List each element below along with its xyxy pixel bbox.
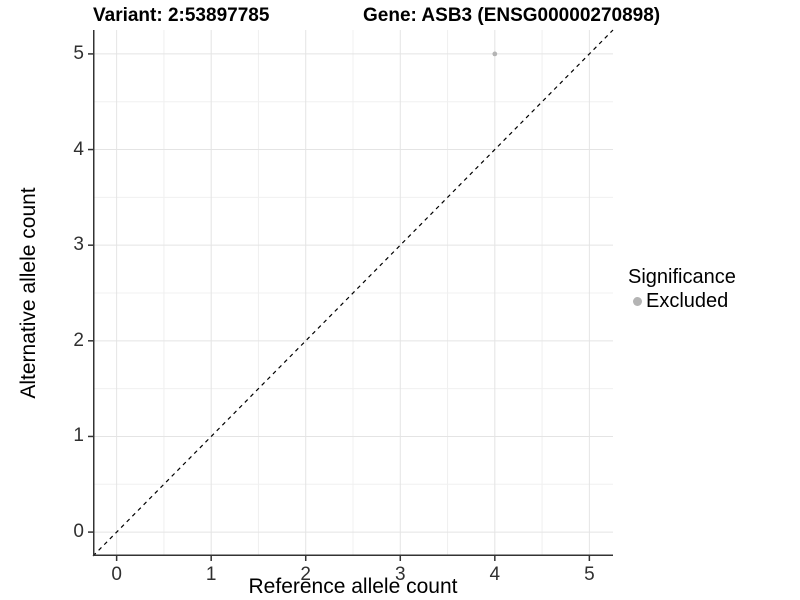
y-tick-label: 2 <box>73 329 84 351</box>
legend-title: Significance <box>628 266 736 288</box>
plot-panel <box>88 29 614 561</box>
legend-entry: Excluded <box>628 290 736 312</box>
x-tick-label: 1 <box>205 564 217 585</box>
y-axis-title: Alternative allele count <box>17 187 40 399</box>
legend: Significance Excluded <box>628 266 736 312</box>
y-tick-label: 4 <box>73 138 84 160</box>
identity-line <box>92 29 614 557</box>
y-tick-label: 3 <box>73 234 84 256</box>
x-tick-label: 0 <box>111 564 122 585</box>
x-tick-label: 4 <box>489 564 501 585</box>
x-tick-label: 2 <box>300 564 312 585</box>
legend-point-icon <box>633 296 642 306</box>
y-tick-label: 0 <box>73 521 84 543</box>
legend-entry-label: Excluded <box>646 290 729 312</box>
plot-title-variant: Variant: 2:53897785 <box>93 5 270 26</box>
plot-title-gene: Gene: ASB3 (ENSG00000270898) <box>363 5 661 26</box>
x-tick-label: 3 <box>394 564 406 585</box>
x-tick-label: 5 <box>584 564 595 585</box>
y-tick-label: 5 <box>73 42 84 64</box>
legend-entries: Excluded <box>628 290 736 312</box>
x-axis-title: Reference allele count <box>248 575 458 598</box>
y-tick-label: 1 <box>73 425 84 447</box>
data-point <box>492 51 498 57</box>
